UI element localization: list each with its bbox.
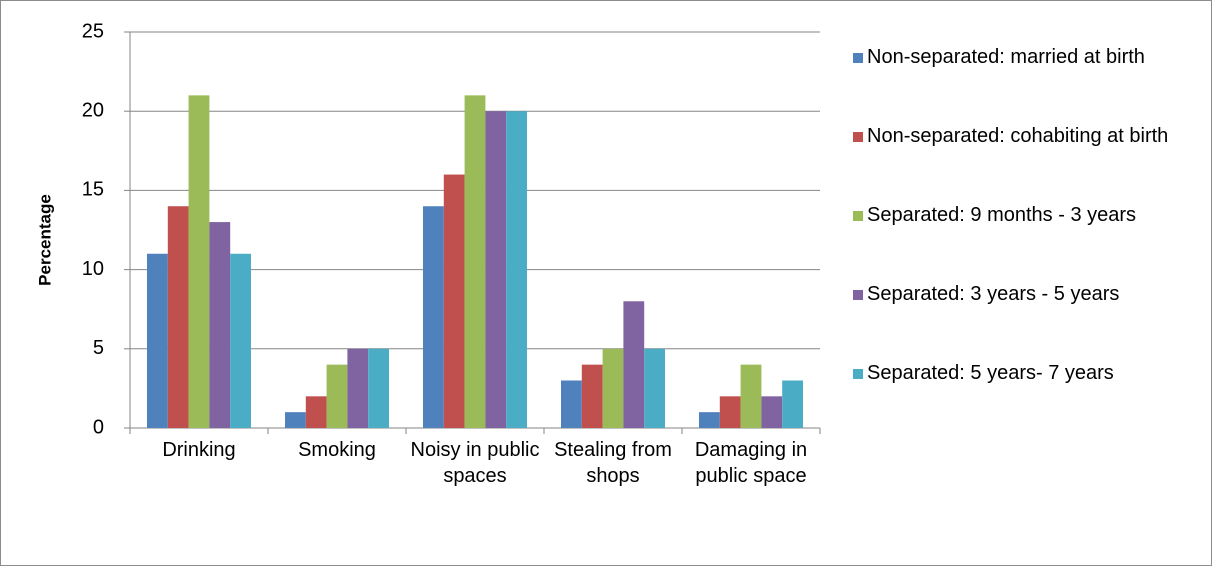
bar [305,396,327,428]
bar [368,348,389,428]
bar [326,364,348,428]
x-tick-label: Noisy in public spaces [410,439,540,487]
bar [285,412,306,428]
legend-label: Separated: 9 months - 3 years [867,204,1137,226]
legend-swatch [853,53,863,63]
x-tick-label: Drinking [162,439,236,461]
legend-swatch [853,211,863,221]
y-tick-label: 20 [82,99,104,121]
y-tick-label: 0 [93,416,104,438]
bar [147,253,168,428]
bar [230,253,251,428]
bar [561,380,582,428]
bar [719,396,741,428]
bar [740,364,762,428]
y-axis-title: Percentage [35,194,54,286]
bar [443,174,465,428]
legend-item: Separated: 9 months - 3 years [853,202,1173,229]
bar [188,95,210,429]
x-tick-label: Smoking [298,439,376,461]
legend-item: Non-separated: cohabiting at birth [853,123,1173,150]
bar [644,348,665,428]
bar [602,348,624,428]
legend-label: Separated: 5 years- 7 years [867,362,1114,384]
bar [506,111,527,428]
bar [209,222,231,428]
legend-item: Separated: 3 years - 5 years [853,281,1173,308]
bar [581,364,603,428]
bar [623,301,645,428]
legend-swatch [853,132,863,142]
bar [699,412,720,428]
legend-label: Non-separated: cohabiting at birth [867,125,1169,147]
x-tick-label: Damaging in public space [694,439,808,487]
y-tick-label: 25 [82,20,104,42]
bar [761,396,783,428]
legend-label: Non-separated: married at birth [867,46,1145,68]
legend-swatch [853,290,863,300]
bar [782,380,803,428]
legend-item: Separated: 5 years- 7 years [853,360,1173,387]
bar [347,348,369,428]
legend-label: Separated: 3 years - 5 years [867,283,1120,305]
bar [423,206,444,428]
y-tick-label: 10 [82,258,104,280]
bar [464,95,486,429]
bar [485,111,507,428]
y-tick-label: 15 [82,179,104,201]
y-tick-label: 5 [93,337,104,359]
legend-swatch [853,369,863,379]
x-tick-label: Stealing from shops [554,439,672,487]
bar [167,206,189,428]
legend-item: Non-separated: married at birth [853,44,1173,71]
